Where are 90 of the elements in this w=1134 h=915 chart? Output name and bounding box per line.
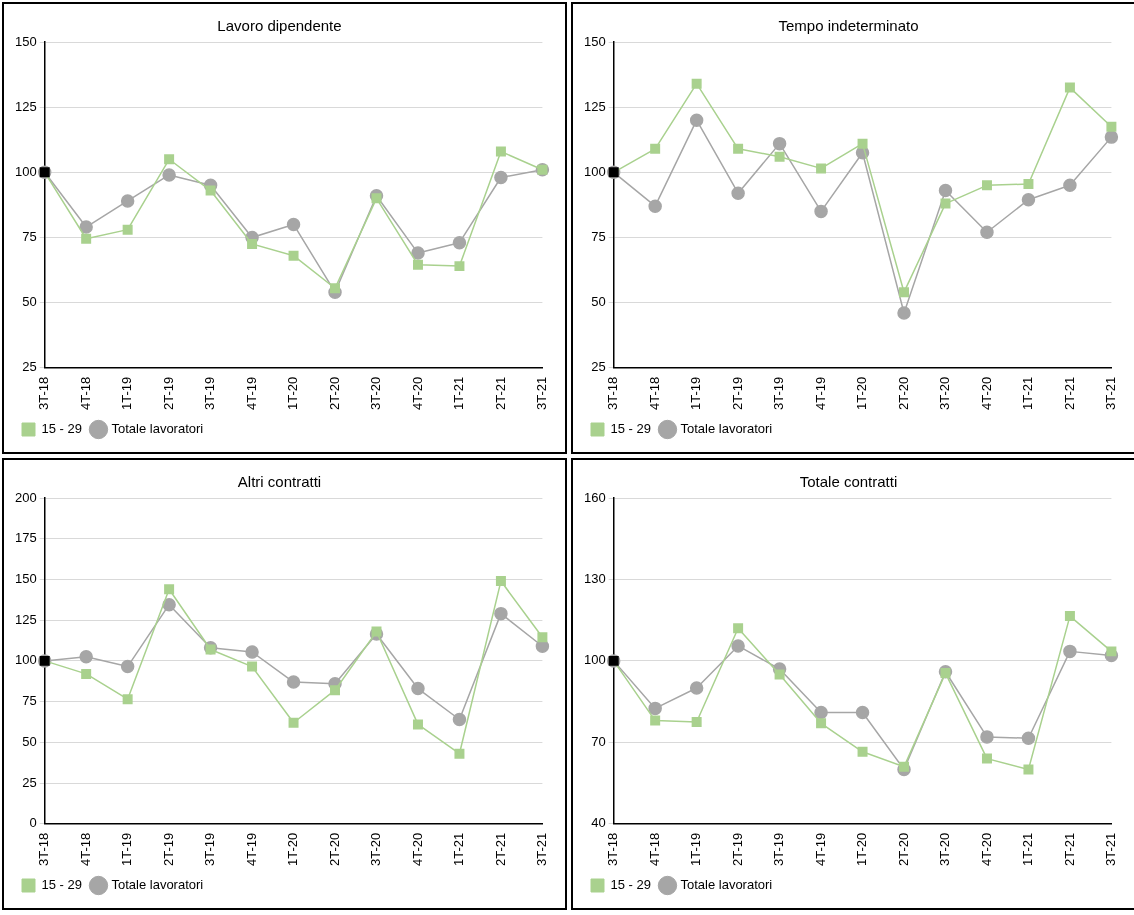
- x-tick-label: 1T-19: [688, 832, 704, 867]
- legend-label: 15 - 29: [610, 877, 651, 893]
- x-tick-label: 4T-18: [646, 376, 662, 411]
- y-tick-label: 50: [22, 294, 37, 310]
- x-tick-label: 1T-19: [119, 832, 135, 867]
- legend-label: 15 - 29: [610, 421, 651, 437]
- y-tick-label: 130: [583, 571, 606, 587]
- chart-title: Lavoro dipendente: [217, 17, 342, 35]
- x-tick-label: 1T-19: [119, 376, 135, 411]
- y-tick-label: 25: [22, 774, 37, 790]
- x-tick-label: 3T-21: [533, 376, 549, 411]
- y-tick-label: 25: [22, 359, 37, 375]
- y-tick-label: 75: [591, 229, 606, 245]
- y-tick-label: 175: [14, 530, 37, 546]
- x-tick-label: 3T-21: [533, 832, 549, 867]
- y-tick-label: 25: [591, 359, 606, 375]
- x-tick-label: 2T-19: [160, 376, 176, 411]
- x-tick-label: 4T-20: [978, 832, 994, 867]
- x-tick-label: 4T-20: [409, 376, 425, 411]
- x-tick-label: 2T-21: [1061, 832, 1077, 867]
- x-tick-label: 2T-21: [492, 376, 508, 411]
- x-tick-label: 3T-19: [202, 832, 218, 867]
- y-tick-label: 100: [583, 652, 606, 668]
- legend-label: Totale lavoratori: [111, 421, 204, 437]
- y-tick-label: 100: [14, 652, 37, 668]
- x-tick-label: 2T-20: [326, 832, 342, 867]
- legend-label: 15 - 29: [41, 421, 82, 437]
- y-tick-label: 40: [591, 815, 606, 831]
- y-tick-label: 160: [583, 489, 606, 505]
- y-tick-label: 125: [583, 98, 606, 114]
- x-tick-label: 1T-21: [1020, 376, 1036, 411]
- x-tick-label: 3T-20: [937, 376, 953, 411]
- legend-label: Totale lavoratori: [111, 877, 204, 893]
- legend-label: Totale lavoratori: [680, 421, 773, 437]
- x-tick-label: 1T-20: [854, 376, 870, 411]
- x-tick-label: 3T-20: [368, 376, 384, 411]
- x-tick-label: 1T-19: [688, 376, 704, 411]
- chart-title: Altri contratti: [237, 473, 322, 491]
- y-tick-label: 150: [14, 571, 37, 587]
- y-tick-label: 150: [14, 33, 37, 49]
- x-tick-label: 3T-20: [937, 832, 953, 867]
- x-tick-label: 3T-21: [1102, 376, 1118, 411]
- y-tick-label: 125: [14, 611, 37, 627]
- y-tick-label: 70: [591, 733, 606, 749]
- x-tick-label: 3T-19: [771, 376, 787, 411]
- x-tick-label: 4T-19: [812, 376, 828, 411]
- x-tick-label: 4T-19: [812, 832, 828, 867]
- x-tick-label: 2T-20: [326, 376, 342, 411]
- x-tick-label: 1T-20: [285, 376, 301, 411]
- x-tick-label: 3T-18: [36, 832, 52, 867]
- y-tick-label: 75: [22, 229, 37, 245]
- chart-title: Totale contratti: [799, 473, 898, 491]
- x-tick-label: 3T-19: [771, 832, 787, 867]
- x-tick-label: 4T-18: [646, 832, 662, 867]
- x-tick-label: 4T-19: [243, 832, 259, 867]
- y-tick-label: 0: [29, 815, 37, 831]
- x-tick-label: 3T-20: [368, 832, 384, 867]
- x-tick-label: 3T-19: [202, 376, 218, 411]
- x-tick-label: 1T-21: [1020, 832, 1036, 867]
- x-tick-label: 1T-20: [854, 832, 870, 867]
- chart-title: Tempo indeterminato: [778, 17, 919, 35]
- x-tick-label: 3T-18: [605, 376, 621, 411]
- x-tick-label: 2T-21: [492, 832, 508, 867]
- x-tick-label: 4T-19: [243, 376, 259, 411]
- y-tick-label: 50: [22, 733, 37, 749]
- x-tick-label: 4T-18: [77, 832, 93, 867]
- y-tick-label: 100: [583, 163, 606, 179]
- x-tick-label: 3T-18: [36, 376, 52, 411]
- legend-label: Totale lavoratori: [680, 877, 773, 893]
- x-tick-label: 2T-20: [895, 376, 911, 411]
- y-tick-label: 125: [14, 98, 37, 114]
- x-tick-label: 2T-19: [729, 376, 745, 411]
- x-tick-label: 3T-18: [605, 832, 621, 867]
- x-tick-label: 1T-20: [285, 832, 301, 867]
- y-tick-label: 50: [591, 294, 606, 310]
- legend-label: 15 - 29: [41, 877, 82, 893]
- x-tick-label: 1T-21: [451, 832, 467, 867]
- y-tick-label: 150: [583, 33, 606, 49]
- x-tick-label: 4T-20: [978, 376, 994, 411]
- x-tick-label: 4T-20: [409, 832, 425, 867]
- x-tick-label: 2T-19: [729, 832, 745, 867]
- x-tick-label: 4T-18: [77, 376, 93, 411]
- x-tick-label: 2T-20: [895, 832, 911, 867]
- x-tick-label: 1T-21: [451, 376, 467, 411]
- x-tick-label: 2T-21: [1061, 376, 1077, 411]
- y-tick-label: 200: [14, 489, 37, 505]
- x-tick-label: 2T-19: [160, 832, 176, 867]
- y-tick-label: 100: [14, 163, 37, 179]
- x-tick-label: 3T-21: [1102, 832, 1118, 867]
- y-tick-label: 75: [22, 693, 37, 709]
